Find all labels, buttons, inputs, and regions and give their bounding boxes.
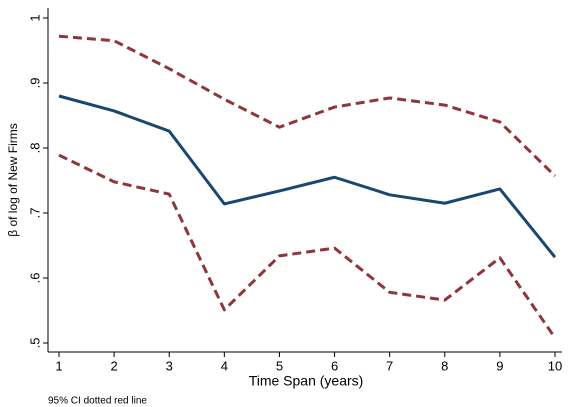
- y-tick-label: .9: [27, 78, 42, 89]
- series-line: [58, 34, 557, 178]
- x-axis-title: Time Span (years): [249, 373, 364, 389]
- y-axis-title: β of log of New Firms: [6, 123, 20, 237]
- x-tick-label: 8: [441, 358, 448, 373]
- series-line: [58, 153, 557, 339]
- x-tick-label: 9: [496, 358, 503, 373]
- y-tick-label: .6: [27, 273, 42, 284]
- y-tick-label: 1: [27, 14, 42, 21]
- y-tick-label: .8: [27, 143, 42, 154]
- x-tick-label: 6: [331, 358, 338, 373]
- x-tick-label: 5: [276, 358, 283, 373]
- x-tick-label: 4: [221, 358, 228, 373]
- x-tick-label: 2: [110, 358, 117, 373]
- x-tick-label: 7: [386, 358, 393, 373]
- y-tick-label: .7: [27, 208, 42, 219]
- x-tick-label: 1: [55, 358, 62, 373]
- x-tick-label: 10: [548, 358, 562, 373]
- x-tick-label: 3: [166, 358, 173, 373]
- series-line: [58, 94, 557, 259]
- note: 95% CI dotted red line: [48, 396, 147, 407]
- y-tick-label: .5: [27, 338, 42, 349]
